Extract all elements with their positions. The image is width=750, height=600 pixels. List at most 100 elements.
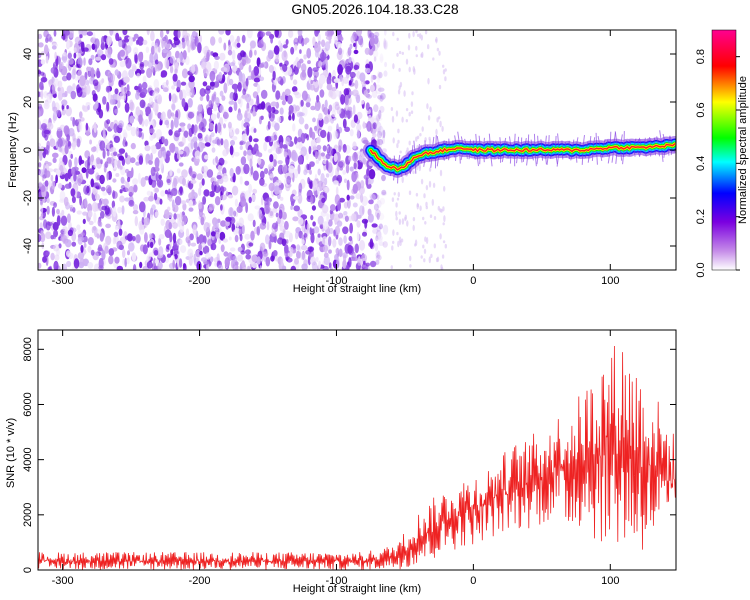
spectrogram-cell <box>135 161 141 166</box>
spectrogram-ridge-spike <box>393 170 396 181</box>
spectrogram-cell <box>361 262 368 270</box>
spectrogram-cell <box>170 188 178 196</box>
spectrogram-cell <box>244 249 251 255</box>
spectrogram-cell <box>304 123 309 130</box>
spectrogram-cell <box>260 31 266 37</box>
spectrogram-cell <box>379 53 384 64</box>
spectrogram-ridge-spike <box>644 149 647 157</box>
spectrogram-cell <box>265 234 270 245</box>
spectrogram-cell <box>376 199 382 209</box>
spectrogram-cell <box>92 226 97 231</box>
spectrogram-cell <box>132 178 139 186</box>
spectrogram-ridge-spike <box>540 139 543 148</box>
spectrogram-cell <box>250 108 254 114</box>
spectrogram-cell <box>398 67 401 72</box>
spectrogram-cell <box>220 138 224 146</box>
spectrogram-cell <box>134 53 138 64</box>
spectrogram-cell <box>138 172 141 184</box>
spectrogram-cell <box>95 100 99 109</box>
spectrogram-cell <box>172 259 175 269</box>
spectrogram-cell <box>175 50 180 59</box>
spectrogram-cell <box>90 54 95 61</box>
spectrogram-cell <box>125 57 132 69</box>
spectrogram-cell <box>69 204 74 210</box>
spectrogram-cell <box>260 196 264 206</box>
spectrogram-cell <box>38 42 44 48</box>
spectrogram-cell <box>428 167 432 172</box>
spectrogram-ridge-spike <box>564 142 567 148</box>
spectrogram-cell <box>179 187 183 193</box>
spectrogram-cell <box>379 197 385 205</box>
spectrogram-ridge-spike <box>442 152 445 161</box>
spectrogram-ridge-spike <box>459 149 461 164</box>
spectrogram-cell <box>238 71 243 82</box>
spectrogram-cell <box>343 235 347 244</box>
spectrogram-cell <box>342 226 349 235</box>
spectrogram-cell <box>357 35 364 46</box>
y-tick-label: 0 <box>22 147 34 153</box>
spectrogram-cell <box>57 137 63 148</box>
spectrogram-cell <box>102 96 107 105</box>
spectrogram-cell <box>234 86 238 94</box>
spectrogram-cell <box>67 52 73 59</box>
spectrogram-cell <box>131 252 137 262</box>
spectrogram-cell <box>275 90 281 100</box>
spectrogram-cell <box>142 244 148 255</box>
spectrogram-ridge-spike <box>414 159 417 174</box>
spectrogram-ridge-spike <box>524 137 527 148</box>
spectrogram-cell <box>156 63 161 72</box>
spectrogram-cell <box>342 259 347 269</box>
spectrogram-cell <box>382 224 389 235</box>
spectrogram-cell <box>100 159 103 165</box>
spectrogram-cell <box>124 235 132 241</box>
spectrogram-cell <box>181 98 186 108</box>
spectrogram-cell <box>144 140 149 147</box>
spectrogram-cell <box>250 165 254 176</box>
spectrogram-cell <box>367 213 374 223</box>
spectrogram-cell <box>294 38 298 43</box>
spectrogram-cell <box>299 49 302 54</box>
spectrogram-cell <box>86 185 90 194</box>
y-tick-label: 2000 <box>22 503 34 527</box>
spectrogram-cell <box>144 232 148 243</box>
spectrogram-cell <box>252 111 257 117</box>
spectrogram-cell <box>311 261 318 270</box>
spectrogram-cell <box>375 84 382 95</box>
spectrogram-cell <box>281 100 286 106</box>
y-tick-label: -40 <box>22 238 34 254</box>
spectrogram-cell <box>70 116 74 121</box>
spectrogram-cell <box>237 82 242 92</box>
spectrogram-cell <box>343 76 349 84</box>
spectrogram-cell <box>263 141 268 152</box>
spectrogram-cell <box>253 143 259 152</box>
spectrogram-cell <box>314 42 321 53</box>
spectrogram-ridge-spike <box>488 133 491 148</box>
spectrogram-cell <box>324 41 331 52</box>
spectrogram-cell <box>127 36 134 47</box>
spectrogram-cell <box>134 85 139 91</box>
spectrogram-cell <box>256 83 261 94</box>
spectrogram-cell <box>89 139 92 145</box>
spectrogram-cell <box>265 256 271 267</box>
spectrogram-cell <box>184 32 190 38</box>
spectrogram-cell <box>350 35 355 44</box>
spectrogram-cell <box>375 235 379 242</box>
spectrogram-cell <box>275 147 282 155</box>
spectrogram-cell <box>228 44 233 52</box>
spectrogram-cell <box>378 92 383 103</box>
spectrogram-cell <box>410 110 414 114</box>
spectrogram-cell <box>295 142 299 149</box>
spectrogram-cell <box>100 186 106 192</box>
spectrogram-cell <box>38 262 42 269</box>
spectrogram-cell <box>53 30 57 37</box>
spectrogram-cell <box>398 85 401 90</box>
spectrogram-ridge-spike <box>423 155 426 167</box>
spectrogram-cell <box>401 116 404 123</box>
spectrogram-cell <box>188 75 195 83</box>
spectrogram-cell <box>61 75 68 82</box>
spectrogram-cell <box>273 78 278 86</box>
spectrogram-cell <box>186 91 193 97</box>
spectrogram-cell <box>130 126 137 137</box>
spectrogram-cell <box>352 257 359 262</box>
spectrogram-cell <box>322 265 329 270</box>
